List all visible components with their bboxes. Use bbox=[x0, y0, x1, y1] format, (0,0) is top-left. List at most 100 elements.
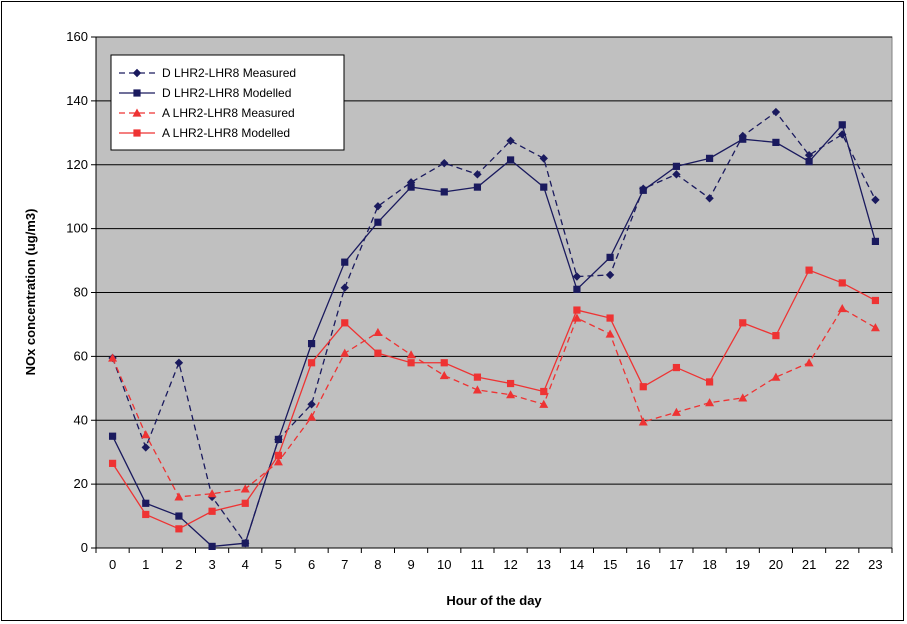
data-point bbox=[208, 507, 216, 515]
data-point bbox=[240, 484, 250, 493]
data-point bbox=[838, 121, 846, 129]
data-point bbox=[174, 492, 184, 501]
data-point bbox=[108, 432, 117, 440]
data-point bbox=[374, 349, 382, 357]
series-line bbox=[112, 269, 876, 530]
data-point bbox=[771, 372, 781, 381]
data-point bbox=[705, 378, 714, 386]
data-point bbox=[274, 451, 283, 459]
data-point bbox=[241, 499, 249, 507]
data-point bbox=[804, 150, 814, 160]
series-line bbox=[112, 123, 877, 548]
data-point bbox=[473, 373, 482, 381]
data-point bbox=[805, 157, 813, 166]
series-1 bbox=[108, 121, 880, 551]
legend-box bbox=[110, 54, 345, 151]
y-tick-label: 120 bbox=[66, 157, 88, 172]
legend-label-a-measured: A LHR2-LHR8 Measured bbox=[162, 106, 295, 120]
x-tick-label: 11 bbox=[471, 557, 485, 572]
x-tick-label: 12 bbox=[503, 557, 517, 572]
x-tick-label: 14 bbox=[570, 557, 584, 572]
data-point bbox=[605, 270, 615, 280]
x-tick-label: 19 bbox=[736, 557, 750, 572]
x-tick-labels: 0 1 2 3 4 5 6 7 8 9 10 11 12 13 14 15 16 17 18 19 20 21 22 23 bbox=[109, 557, 883, 572]
x-tick-label: 20 bbox=[769, 557, 783, 572]
data-point bbox=[440, 359, 448, 367]
legend-marker bbox=[133, 129, 141, 137]
data-point bbox=[340, 283, 349, 292]
data-point bbox=[871, 195, 880, 205]
data-point bbox=[804, 358, 814, 367]
data-point bbox=[771, 107, 781, 117]
x-tick-label: 2 bbox=[175, 557, 182, 572]
data-point bbox=[638, 417, 648, 426]
data-point bbox=[406, 350, 416, 359]
data-point bbox=[175, 512, 183, 520]
x-tick-label: 0 bbox=[109, 557, 116, 572]
x-tick-label: 22 bbox=[835, 557, 849, 572]
data-point bbox=[539, 399, 549, 408]
data-point bbox=[373, 202, 383, 211]
y-tick-label: 160 bbox=[66, 29, 88, 44]
x-tick-label: 8 bbox=[374, 557, 381, 572]
data-point bbox=[639, 186, 647, 194]
x-tick-label: 4 bbox=[242, 557, 249, 572]
legend: D LHR2-LHR8 Measured D LHR2-LHR8 Modelle… bbox=[110, 54, 345, 151]
y-axis-title: NOx concentration (ug/m3) bbox=[23, 209, 38, 376]
data-point bbox=[772, 138, 780, 146]
data-point bbox=[273, 457, 283, 466]
series-layer bbox=[108, 107, 880, 551]
axes bbox=[91, 36, 893, 553]
x-tick-label: 9 bbox=[407, 557, 414, 572]
x-tick-label: 21 bbox=[802, 557, 816, 572]
data-point bbox=[506, 136, 515, 145]
y-tick-label: 40 bbox=[74, 412, 88, 427]
data-point bbox=[672, 363, 681, 372]
data-point bbox=[772, 332, 780, 340]
x-tick-label: 17 bbox=[669, 557, 683, 572]
data-point bbox=[506, 156, 515, 164]
legend-marker bbox=[132, 108, 142, 117]
data-point bbox=[473, 183, 482, 191]
data-point bbox=[573, 285, 581, 293]
data-point bbox=[606, 314, 614, 322]
data-point bbox=[307, 359, 316, 367]
gridlines bbox=[96, 36, 892, 485]
x-tick-label: 13 bbox=[537, 557, 551, 572]
data-point bbox=[540, 387, 548, 396]
data-point bbox=[705, 194, 714, 203]
data-point bbox=[805, 266, 813, 274]
x-tick-label: 15 bbox=[603, 557, 617, 572]
data-point bbox=[108, 459, 117, 467]
data-point bbox=[506, 379, 515, 388]
data-point bbox=[108, 353, 118, 362]
y-tick-label: 140 bbox=[66, 93, 88, 108]
data-point bbox=[871, 237, 880, 245]
data-point bbox=[738, 393, 748, 402]
data-point bbox=[174, 358, 184, 367]
series-3 bbox=[108, 266, 880, 533]
data-point bbox=[671, 407, 681, 416]
data-point bbox=[307, 412, 317, 421]
x-tick-label: 5 bbox=[275, 557, 282, 572]
data-point bbox=[407, 359, 415, 367]
legend-marker bbox=[132, 68, 142, 78]
data-point bbox=[208, 542, 216, 551]
data-point bbox=[473, 170, 482, 179]
data-point bbox=[341, 258, 349, 266]
data-point bbox=[307, 340, 316, 348]
series-2 bbox=[108, 303, 880, 501]
data-point bbox=[639, 383, 647, 391]
data-point bbox=[440, 158, 449, 168]
data-point bbox=[374, 218, 382, 226]
data-point bbox=[141, 430, 151, 439]
data-point bbox=[207, 489, 217, 498]
y-tick-labels: 0 20 40 60 80 100 120 140 160 bbox=[66, 29, 88, 555]
x-tick-label: 3 bbox=[208, 557, 215, 572]
series-line bbox=[111, 307, 876, 498]
data-point bbox=[606, 253, 614, 261]
data-point bbox=[439, 371, 449, 380]
data-point bbox=[142, 499, 150, 507]
data-point bbox=[705, 154, 714, 162]
